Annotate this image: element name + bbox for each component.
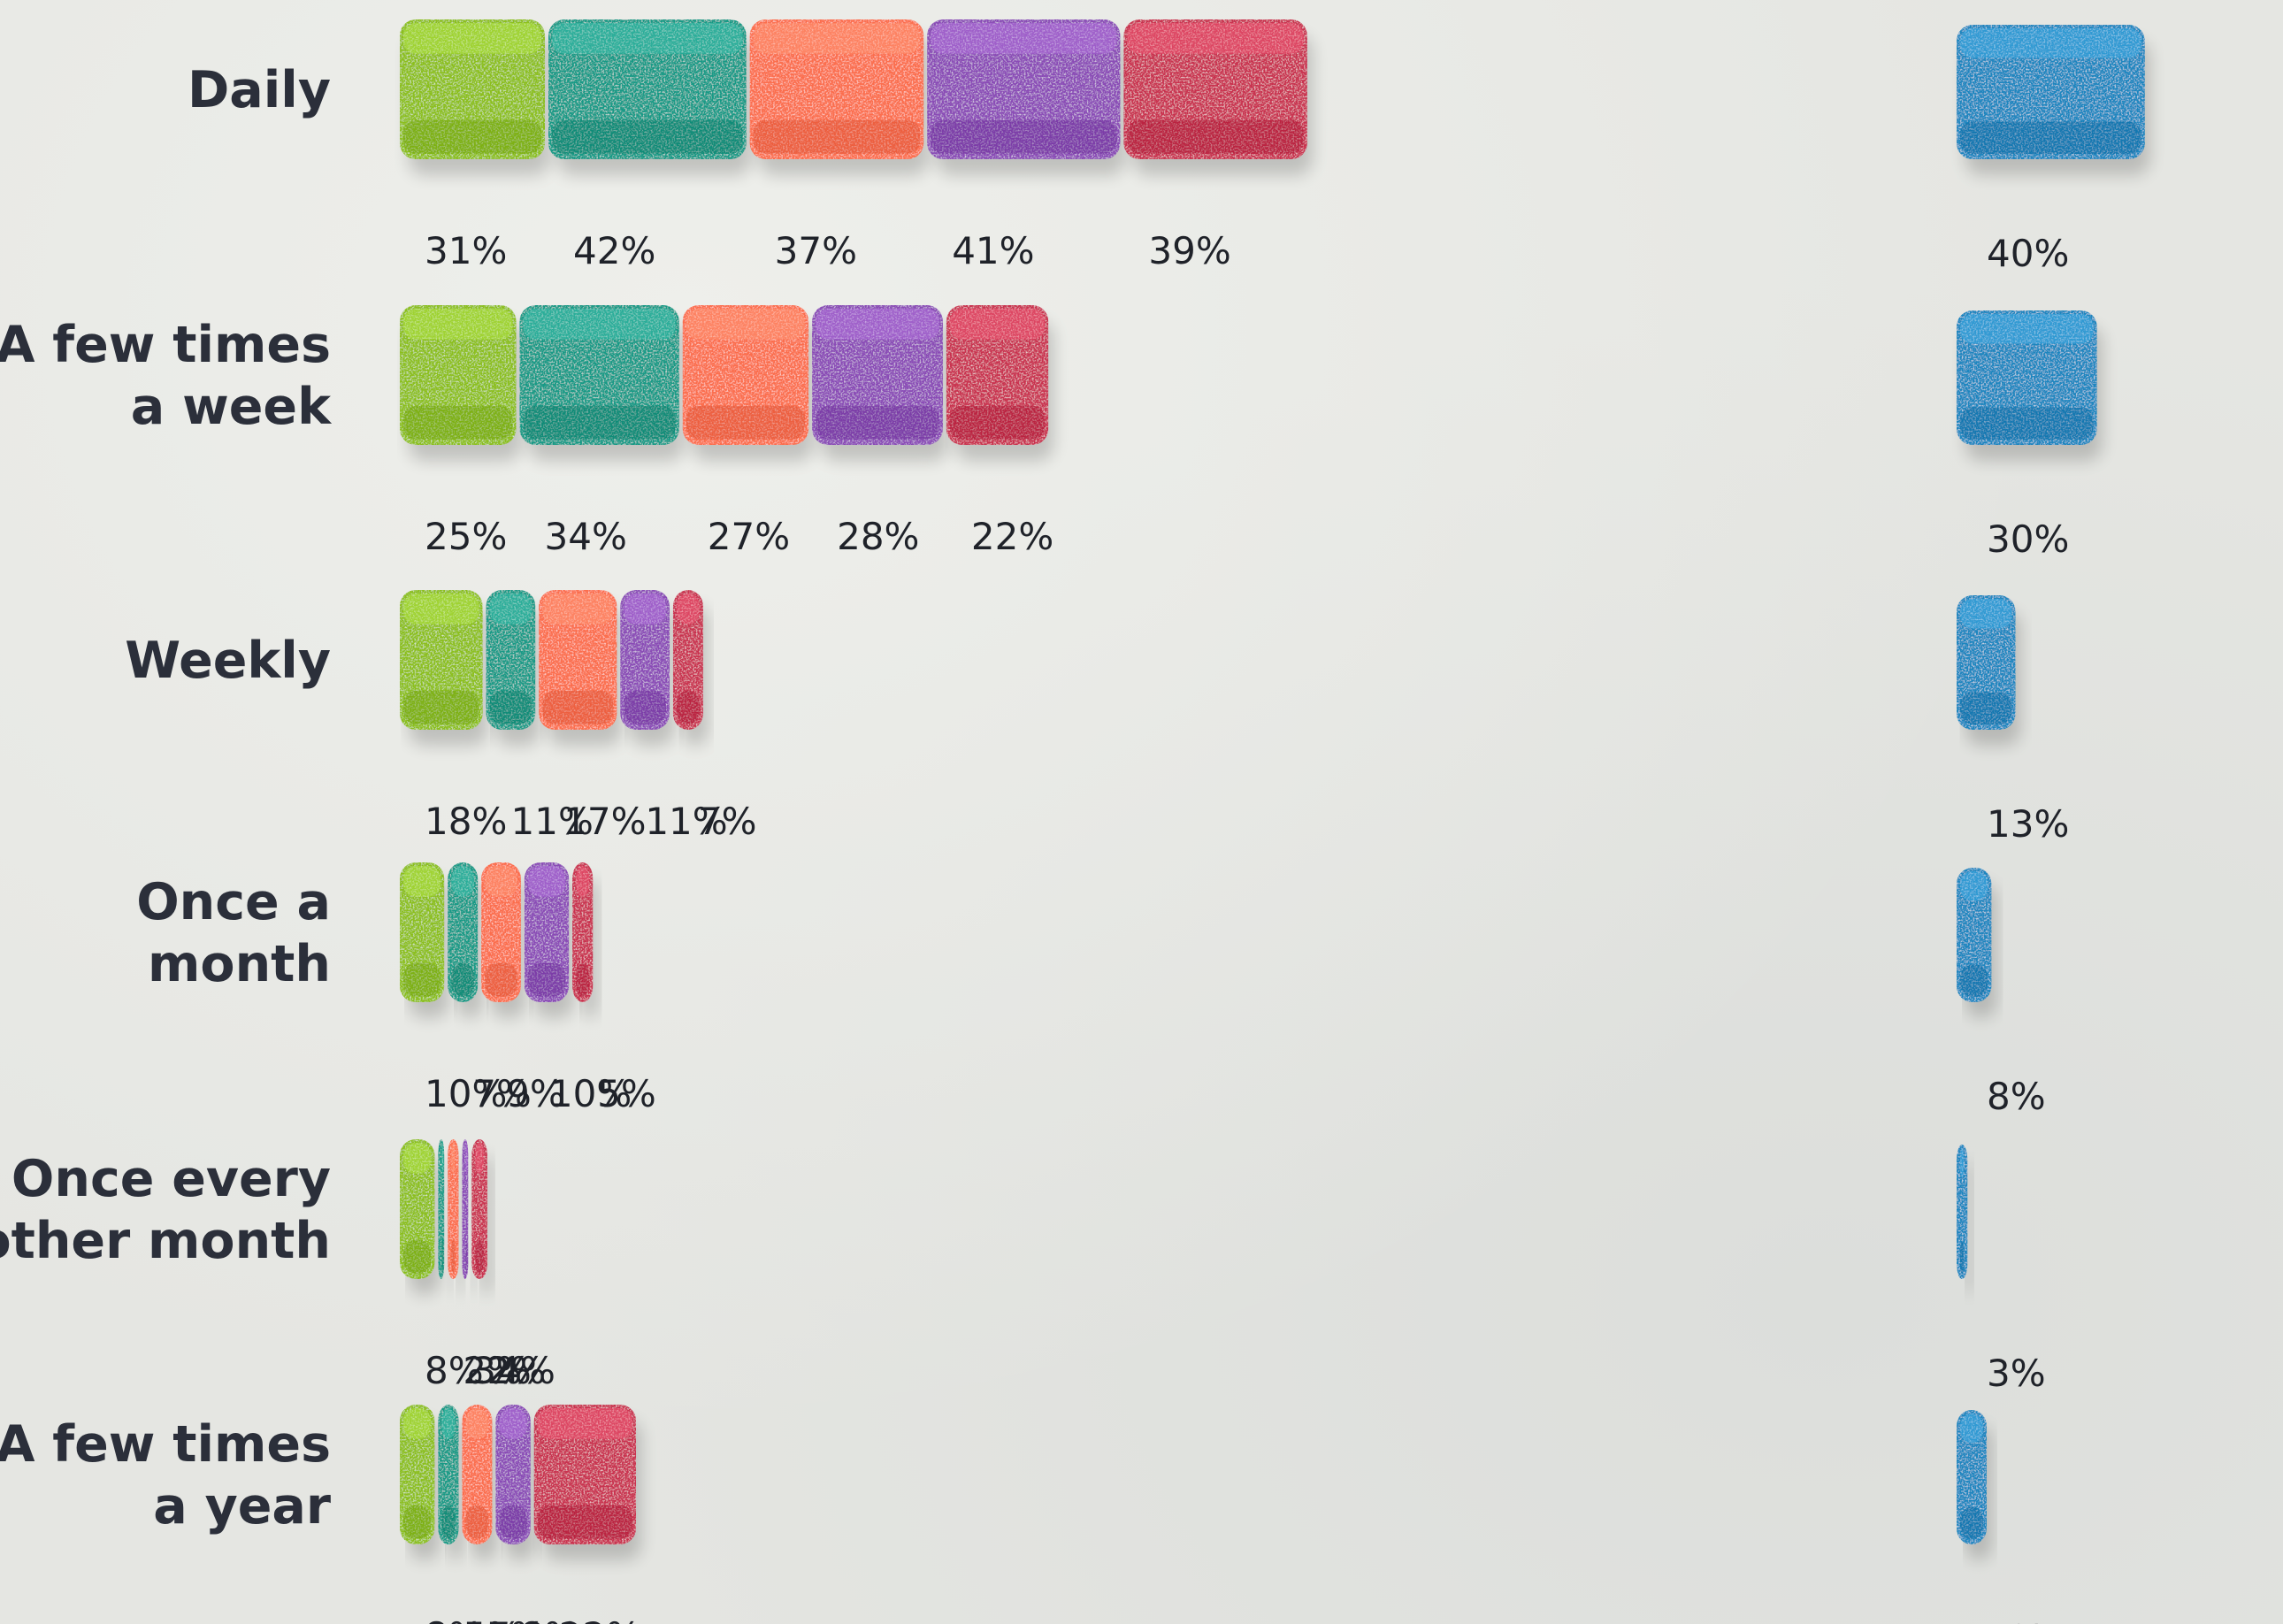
bar-segment <box>572 862 599 1018</box>
bar-segment <box>524 862 575 1018</box>
data-label: 41% <box>952 229 1034 272</box>
data-label: 5% <box>463 1614 522 1624</box>
bar-segment <box>471 1139 493 1295</box>
bar-segment <box>400 19 551 175</box>
bar-segment <box>400 590 488 746</box>
bar-segment <box>682 305 815 461</box>
bar-segment <box>927 19 1126 175</box>
category-label: a week <box>131 378 332 436</box>
bar-segment <box>533 1405 641 1560</box>
data-label: 8% <box>425 1614 484 1624</box>
category-label: Weekly <box>125 632 331 690</box>
bar-segment <box>448 1139 464 1295</box>
bar-segment <box>672 590 709 746</box>
data-label: 27% <box>708 515 790 558</box>
bar-segment <box>495 1405 536 1560</box>
bar-segment <box>481 862 526 1018</box>
separate-data-label: 13% <box>1987 802 2069 846</box>
separate-bar <box>1957 595 2021 746</box>
data-label: 5% <box>597 1072 656 1115</box>
data-label: 22% <box>971 515 1053 558</box>
bar-segment <box>400 862 450 1018</box>
data-label: 8% <box>425 1349 484 1392</box>
bar-segment <box>539 590 623 746</box>
data-label: 42% <box>573 229 655 272</box>
separate-bar <box>1957 1145 1973 1295</box>
bar-segment <box>519 305 685 461</box>
bar-segment <box>548 19 752 175</box>
data-label: 10% <box>549 1072 632 1115</box>
data-label: 2% <box>486 1349 546 1392</box>
separate-bar <box>1957 310 2103 461</box>
data-label: 34% <box>545 515 627 558</box>
data-label: 39% <box>1148 229 1230 272</box>
data-label: 7% <box>472 1072 532 1115</box>
separate-bar <box>1957 1410 1992 1560</box>
data-label: 11% <box>645 800 727 843</box>
data-label: 18% <box>425 800 507 843</box>
bar-segment <box>812 305 948 461</box>
data-label: 4% <box>496 1349 555 1392</box>
data-label: 10% <box>425 1072 507 1115</box>
data-label: 37% <box>775 229 857 272</box>
bar-segment <box>749 19 930 175</box>
category-label: Once a <box>136 873 331 931</box>
category-label: Daily <box>188 61 331 119</box>
data-label: 2% <box>463 1349 522 1392</box>
bar-segment <box>486 590 541 746</box>
data-label: 22% <box>559 1614 641 1624</box>
data-label: 25% <box>425 515 507 558</box>
category-label: A few times <box>0 316 331 374</box>
separate-data-label: 30% <box>1987 517 2069 561</box>
separate-data-label: 8% <box>1987 1075 2046 1118</box>
data-label: 17% <box>563 800 646 843</box>
data-label: 9% <box>506 1072 565 1115</box>
data-label: 8% <box>520 1614 579 1624</box>
bar-segment <box>448 862 484 1018</box>
separate-bar <box>1957 25 2150 175</box>
data-label: 31% <box>425 229 507 272</box>
category-label: other month <box>0 1212 331 1270</box>
bar-segment <box>1123 19 1313 175</box>
bar-segment <box>620 590 675 746</box>
category-label: month <box>148 935 331 993</box>
bar-segment <box>462 1405 498 1560</box>
chart-row: Daily 31% 42% 37% 41% 39% 40% <box>188 19 2150 275</box>
bar-segment <box>400 1405 441 1560</box>
separate-data-label: 40% <box>1987 232 2069 275</box>
category-label: Once every <box>11 1150 331 1208</box>
bar-segment <box>400 305 522 461</box>
category-label: a year <box>153 1477 331 1536</box>
data-label: 11% <box>511 800 594 843</box>
separate-data-label: 7% <box>1987 1617 2046 1624</box>
data-label: 7% <box>698 800 757 843</box>
bar-segment <box>400 1139 441 1295</box>
separate-bar <box>1957 868 1997 1018</box>
category-label: A few times <box>0 1415 331 1474</box>
data-label: 3% <box>472 1349 532 1392</box>
data-label: 28% <box>837 515 919 558</box>
separate-data-label: 3% <box>1987 1352 2046 1395</box>
bar-segment <box>946 305 1054 461</box>
bar-segment <box>438 1405 464 1560</box>
data-label: 7% <box>486 1614 546 1624</box>
